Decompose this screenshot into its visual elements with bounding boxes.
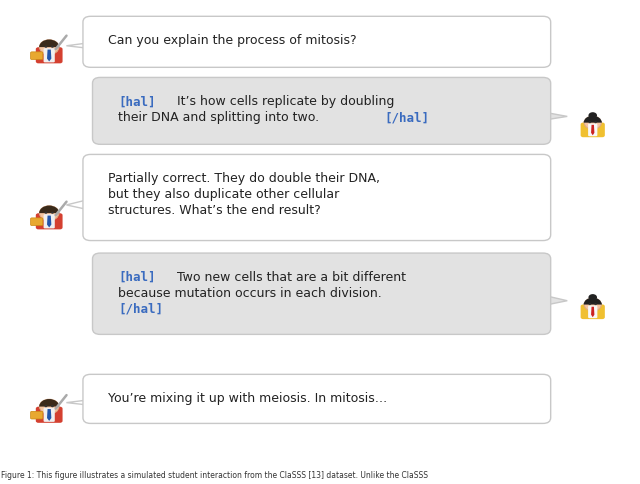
Polygon shape xyxy=(543,295,567,305)
FancyBboxPatch shape xyxy=(31,52,43,60)
Text: Figure 1: This figure illustrates a simulated student interaction from the ClaSS: Figure 1: This figure illustrates a simu… xyxy=(1,471,428,480)
FancyBboxPatch shape xyxy=(588,305,597,318)
Polygon shape xyxy=(92,401,102,404)
Circle shape xyxy=(595,303,597,305)
Polygon shape xyxy=(47,215,51,227)
Text: [/hal]: [/hal] xyxy=(384,111,429,124)
FancyBboxPatch shape xyxy=(83,374,550,424)
Text: structures. What’s the end result?: structures. What’s the end result? xyxy=(108,204,321,217)
Circle shape xyxy=(40,399,59,414)
FancyBboxPatch shape xyxy=(31,411,43,419)
Text: [hal]: [hal] xyxy=(118,271,156,284)
Circle shape xyxy=(40,206,59,221)
Circle shape xyxy=(584,116,602,129)
Circle shape xyxy=(45,45,47,48)
FancyBboxPatch shape xyxy=(44,48,55,62)
Polygon shape xyxy=(591,307,595,317)
Polygon shape xyxy=(532,296,542,304)
Wedge shape xyxy=(584,298,602,304)
Text: because mutation occurs in each division.: because mutation occurs in each division… xyxy=(118,287,381,300)
Text: [/hal]: [/hal] xyxy=(118,302,163,316)
Circle shape xyxy=(40,40,59,55)
Circle shape xyxy=(51,405,54,407)
FancyBboxPatch shape xyxy=(93,77,550,144)
Polygon shape xyxy=(591,125,595,136)
Circle shape xyxy=(45,405,47,407)
Text: their DNA and splitting into two.: their DNA and splitting into two. xyxy=(118,111,323,124)
Text: Partially correct. They do double their DNA,: Partially correct. They do double their … xyxy=(108,172,380,185)
FancyBboxPatch shape xyxy=(36,213,63,229)
Polygon shape xyxy=(47,49,51,61)
Text: but they also duplicate other cellular: but they also duplicate other cellular xyxy=(108,188,340,201)
Wedge shape xyxy=(584,116,602,122)
Text: You’re mixing it up with meiosis. In mitosis…: You’re mixing it up with meiosis. In mit… xyxy=(108,392,388,405)
Polygon shape xyxy=(92,44,102,47)
Circle shape xyxy=(45,212,47,214)
FancyBboxPatch shape xyxy=(588,123,597,136)
FancyBboxPatch shape xyxy=(36,407,63,423)
Polygon shape xyxy=(67,43,91,48)
FancyBboxPatch shape xyxy=(36,47,63,63)
FancyBboxPatch shape xyxy=(31,218,43,226)
Circle shape xyxy=(51,45,54,48)
Polygon shape xyxy=(543,112,567,121)
Polygon shape xyxy=(532,113,542,120)
Circle shape xyxy=(589,121,591,123)
Polygon shape xyxy=(67,199,91,210)
FancyBboxPatch shape xyxy=(580,122,605,137)
Circle shape xyxy=(51,212,54,214)
Circle shape xyxy=(595,121,597,123)
Wedge shape xyxy=(39,206,60,213)
Text: Two new cells that are a bit different: Two new cells that are a bit different xyxy=(169,271,406,284)
Circle shape xyxy=(588,112,597,119)
Wedge shape xyxy=(39,40,60,47)
Text: Can you explain the process of mitosis?: Can you explain the process of mitosis? xyxy=(108,34,357,47)
Polygon shape xyxy=(47,409,51,421)
FancyBboxPatch shape xyxy=(93,253,550,334)
FancyBboxPatch shape xyxy=(580,304,605,319)
Circle shape xyxy=(588,294,597,301)
Circle shape xyxy=(584,298,602,311)
Circle shape xyxy=(589,303,591,305)
FancyBboxPatch shape xyxy=(83,16,550,67)
Text: It’s how cells replicate by doubling: It’s how cells replicate by doubling xyxy=(169,95,394,108)
FancyBboxPatch shape xyxy=(83,154,550,241)
FancyBboxPatch shape xyxy=(44,214,55,228)
FancyBboxPatch shape xyxy=(44,408,55,422)
Polygon shape xyxy=(92,200,102,209)
Text: [hal]: [hal] xyxy=(118,95,156,108)
Polygon shape xyxy=(67,400,91,405)
Wedge shape xyxy=(39,399,60,407)
